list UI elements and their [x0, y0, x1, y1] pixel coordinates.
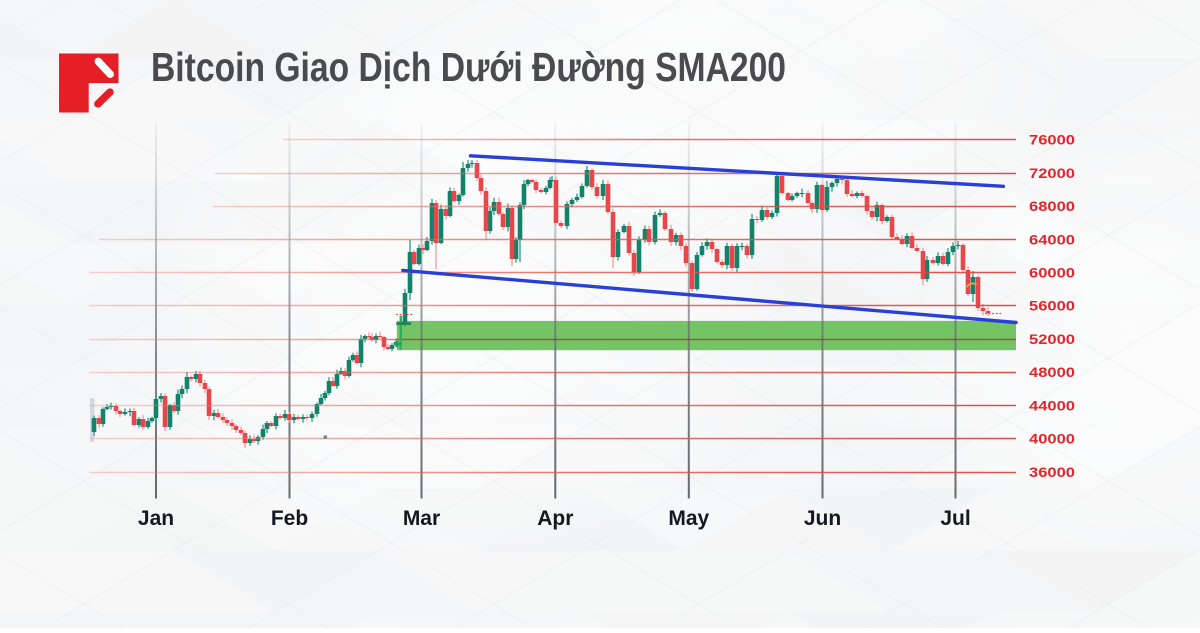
svg-text:Apr: Apr: [537, 507, 573, 530]
svg-text:68000: 68000: [1029, 199, 1075, 214]
svg-text:48000: 48000: [1029, 365, 1075, 380]
svg-text:60000: 60000: [1029, 266, 1075, 281]
svg-text:52000: 52000: [1029, 332, 1075, 347]
svg-text:May: May: [668, 507, 709, 530]
svg-text:Jun: Jun: [804, 507, 841, 530]
svg-text:Jul: Jul: [940, 507, 970, 530]
svg-text:40000: 40000: [1029, 432, 1075, 447]
svg-text:76000: 76000: [1029, 133, 1075, 148]
svg-text:44000: 44000: [1029, 398, 1075, 413]
svg-text:56000: 56000: [1029, 299, 1075, 314]
svg-text:Bitcoin Giao Dịch Dưới Đường S: Bitcoin Giao Dịch Dưới Đường SMA200: [151, 44, 786, 90]
svg-text:36000: 36000: [1029, 465, 1075, 480]
svg-text:Mar: Mar: [403, 507, 440, 530]
svg-text:Jan: Jan: [138, 507, 174, 530]
svg-text:Feb: Feb: [271, 507, 308, 530]
svg-text:72000: 72000: [1029, 166, 1075, 181]
svg-text:64000: 64000: [1029, 232, 1075, 247]
